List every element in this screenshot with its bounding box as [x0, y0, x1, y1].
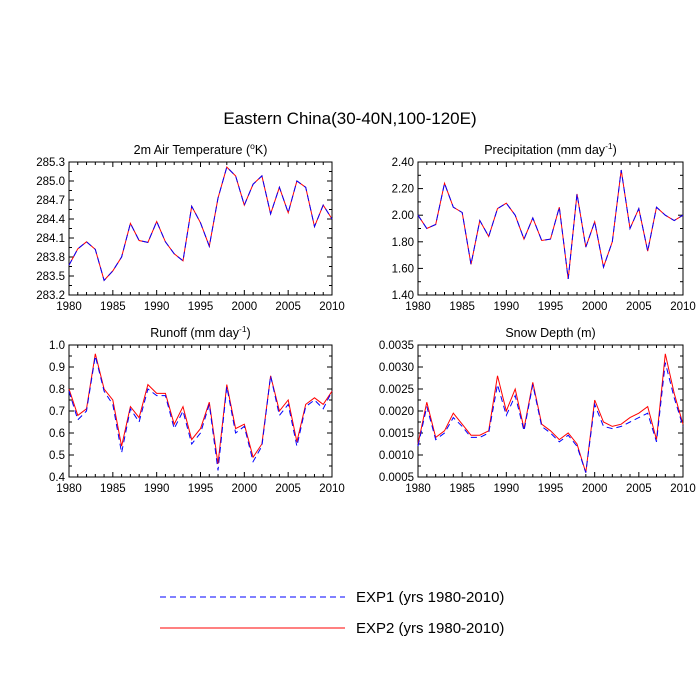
panel-title-superscript: o [250, 141, 255, 151]
x-tick-label: 1995 [188, 301, 214, 313]
series-exp2-line [68, 353, 333, 464]
series-exp1-line [417, 169, 684, 280]
y-tick-label: 0.0010 [379, 450, 414, 462]
panel-title-text: Precipitation (mm day [484, 143, 606, 157]
x-tick-label: 1985 [449, 301, 475, 313]
y-tick-label: 2.20 [392, 184, 414, 196]
y-tick-label: 0.8 [49, 384, 65, 396]
y-tick-label: 0.0035 [379, 340, 414, 352]
legend-exp1-label: EXP1 (yrs 1980-2010) [356, 589, 504, 606]
x-tick-label: 2010 [319, 483, 345, 495]
y-tick-label: 283.5 [36, 271, 65, 283]
panel-title-text-end: ) [613, 143, 617, 157]
panel-title-superscript: -1 [239, 324, 247, 334]
series-exp2-line [417, 353, 684, 473]
panel-title-text-end: K) [255, 143, 268, 157]
x-tick-label: 2010 [670, 301, 696, 313]
panel-title-text: Snow Depth (m) [505, 326, 595, 340]
x-tick-label: 1990 [144, 301, 170, 313]
x-tick-label: 1995 [538, 483, 564, 495]
series-exp1-line [68, 166, 333, 282]
y-tick-label: 0.6 [49, 428, 65, 440]
legend: EXP1 (yrs 1980-2010) EXP2 (yrs 1980-2010… [160, 589, 504, 637]
panel-title-text: Runoff (mm day [150, 326, 239, 340]
y-tick-label: 1.60 [392, 263, 414, 275]
x-tick-label: 2000 [232, 301, 258, 313]
y-tick-label: 0.0025 [379, 384, 414, 396]
legend-exp2-label: EXP2 (yrs 1980-2010) [356, 620, 504, 637]
x-tick-label: 2000 [232, 483, 258, 495]
panel-precipitation: Precipitation (mm day-1) 1980 1985 1990 1995… [392, 141, 696, 313]
x-tick-label: 2000 [582, 301, 608, 313]
x-tick-label: 2005 [275, 301, 301, 313]
y-tick-label: 284.1 [36, 233, 65, 245]
panel-title-precipitation: Precipitation (mm day-1) [484, 141, 617, 157]
x-tick-label: 1980 [405, 483, 431, 495]
x-tick-label: 1995 [538, 301, 564, 313]
y-tick-label: 0.0020 [379, 406, 414, 418]
y-tick-label: 2.40 [392, 157, 414, 169]
y-tick-label: 283.2 [36, 290, 65, 302]
panel-frame [417, 344, 684, 478]
x-tick-label: 2010 [670, 483, 696, 495]
panel-title-text: 2m Air Temperature ( [134, 143, 251, 157]
x-tick-label: 2010 [319, 301, 345, 313]
y-tick-label: 0.0030 [379, 362, 414, 374]
x-tick-label: 2005 [626, 483, 652, 495]
panel-runoff: Runoff (mm day-1) 1980 1985 1990 1995 2000 200… [49, 324, 345, 495]
x-tick-label: 2005 [626, 301, 652, 313]
x-tick-label: 1985 [449, 483, 475, 495]
y-tick-label: 1.40 [392, 290, 414, 302]
y-tick-label: 284.4 [36, 214, 65, 226]
x-tick-label: 1995 [188, 483, 214, 495]
x-tick-label: 1990 [144, 483, 170, 495]
panel-title-snow-depth: Snow Depth (m) [505, 326, 595, 340]
panel-title-text-end: ) [247, 326, 251, 340]
y-tick-label: 285.3 [36, 157, 65, 169]
y-tick-label: 1.80 [392, 237, 414, 249]
x-tick-label: 2000 [582, 483, 608, 495]
x-tick-label: 1980 [56, 483, 82, 495]
y-tick-label: 283.8 [36, 252, 65, 264]
series-exp2-line [417, 169, 684, 280]
panel-temperature: 2m Air Temperature (oK) 1980 1985 1990 1995 2… [36, 141, 345, 313]
x-tick-label: 1990 [494, 301, 520, 313]
y-tick-label: 284.7 [36, 195, 65, 207]
y-tick-label: 0.5 [49, 450, 65, 462]
y-tick-label: 0.7 [49, 406, 65, 418]
y-tick-label: 285.0 [36, 176, 65, 188]
panels: 2m Air Temperature (oK) 1980 1985 1990 1995 2… [36, 141, 696, 495]
panel-title-temperature: 2m Air Temperature (oK) [134, 141, 268, 157]
y-tick-label: 0.0015 [379, 428, 414, 440]
series-exp1-line [417, 362, 684, 473]
y-tick-label: 2.00 [392, 210, 414, 222]
x-tick-label: 1980 [56, 301, 82, 313]
x-tick-label: 1985 [100, 483, 126, 495]
x-tick-label: 2005 [275, 483, 301, 495]
series-exp1-line [68, 355, 333, 471]
x-tick-label: 1980 [405, 301, 431, 313]
panel-title-superscript: -1 [605, 141, 613, 151]
y-tick-label: 0.0005 [379, 472, 414, 484]
y-tick-label: 1.0 [49, 340, 65, 352]
y-tick-label: 0.9 [49, 362, 65, 374]
panel-snow-depth: Snow Depth (m) 1980 1985 1990 1995 2000 2005 20… [379, 326, 696, 495]
x-tick-label: 1990 [494, 483, 520, 495]
figure-title: Eastern China(30-40N,100-120E) [223, 109, 476, 128]
x-tick-label: 1985 [100, 301, 126, 313]
panel-title-runoff: Runoff (mm day-1) [150, 324, 250, 340]
panel-frame [68, 344, 333, 478]
y-tick-label: 0.4 [49, 472, 66, 484]
